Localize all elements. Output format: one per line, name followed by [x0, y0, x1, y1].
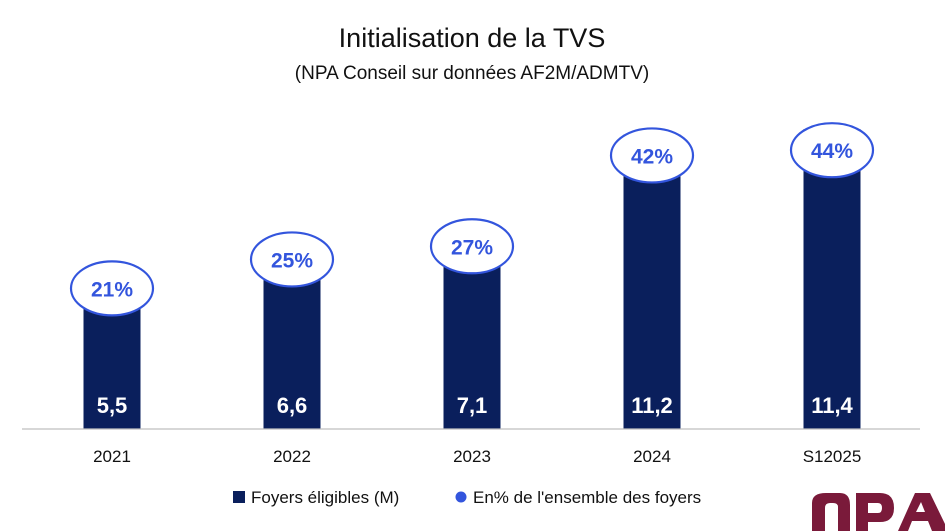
bars-group: 5,5 21% 6,6 25% 7,1 27% 11,2 42% 11,4 44% — [69, 122, 875, 429]
chart-subtitle: (NPA Conseil sur données AF2M/ADMTV) — [295, 63, 649, 84]
bar-value-label: 11,4 — [811, 393, 853, 418]
x-tick-label: 2021 — [93, 447, 131, 466]
percent-label: 21% — [91, 278, 133, 301]
percent-bubble — [609, 127, 695, 184]
percent-label: 44% — [811, 140, 853, 163]
x-tick-label: S12025 — [803, 447, 862, 466]
legend-swatch-percent — [455, 491, 467, 503]
legend-label-percent: En% de l'ensemble des foyers — [473, 488, 701, 507]
x-tick-label: 2023 — [453, 447, 491, 466]
bar-value-label: 7,1 — [457, 393, 488, 418]
percent-label: 25% — [271, 249, 313, 272]
npa-logo — [812, 493, 945, 531]
bar-value-label: 5,5 — [97, 393, 128, 418]
logo-mark — [812, 493, 945, 531]
chart-title: Initialisation de la TVS — [339, 23, 606, 53]
percent-label: 42% — [631, 145, 673, 168]
legend-label-bars: Foyers éligibles (M) — [251, 488, 399, 507]
x-tick-label: 2022 — [273, 447, 311, 466]
bar-value-label: 6,6 — [277, 393, 308, 418]
legend: Foyers éligibles (M) En% de l'ensemble d… — [233, 488, 701, 507]
legend-swatch-bars — [233, 491, 245, 503]
percent-bubble — [429, 218, 515, 275]
percent-bubble — [69, 260, 155, 317]
percent-bubble — [249, 231, 335, 288]
percent-label: 27% — [451, 236, 493, 259]
bar-value-label: 11,2 — [631, 393, 673, 418]
percent-bubble — [789, 122, 875, 179]
category-labels: 2021 2022 2023 2024 S12025 — [93, 447, 861, 466]
bar-S12025 — [803, 129, 861, 429]
x-tick-label: 2024 — [633, 447, 671, 466]
